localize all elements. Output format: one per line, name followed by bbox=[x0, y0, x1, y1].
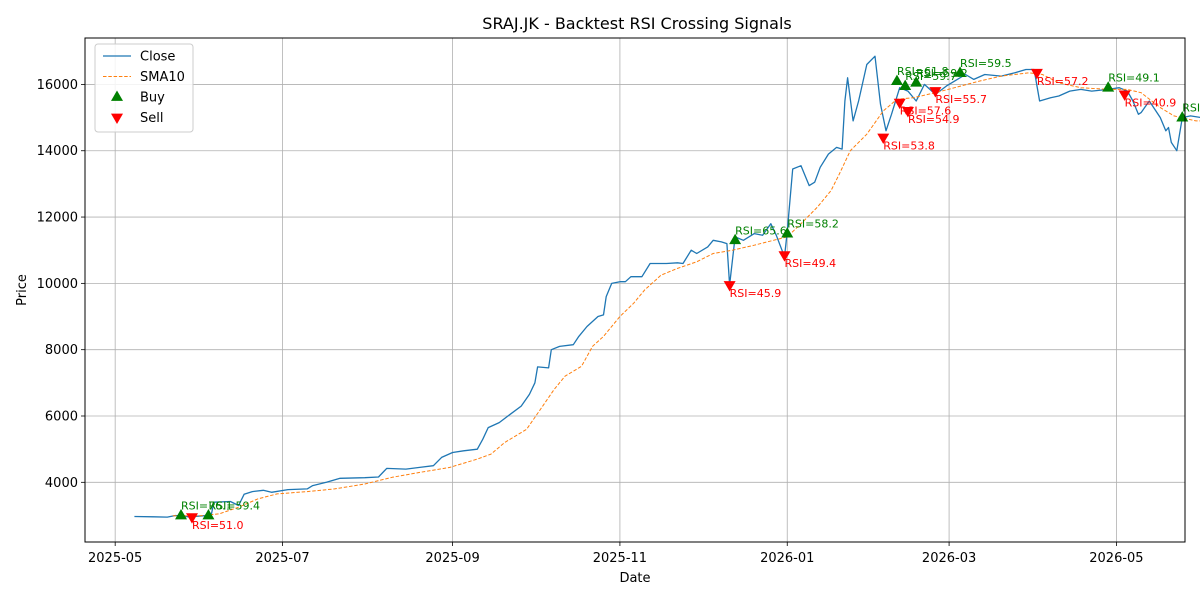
sell-label: RSI=57.2 bbox=[1037, 75, 1089, 88]
sell-marker bbox=[893, 98, 906, 110]
sell-label: RSI=40.9 bbox=[1125, 96, 1177, 109]
sell-label: RSI=54.9 bbox=[908, 113, 960, 126]
sell-label: RSI=55.7 bbox=[935, 93, 987, 106]
plot-frame bbox=[84, 37, 1186, 543]
axes: 2025-05 2025-07 2025-09 2025-11 2026-01 2026-… bbox=[37, 78, 1144, 566]
x-tick-label: 2026-05 bbox=[1089, 551, 1143, 566]
legend-label: Sell bbox=[140, 111, 163, 126]
buy-marker bbox=[954, 66, 967, 77]
sell-marker bbox=[1118, 90, 1131, 101]
x-tick-label: 2025-09 bbox=[425, 551, 479, 566]
y-tick-label: 12000 bbox=[37, 211, 78, 226]
x-tick-label: 2025-05 bbox=[88, 551, 142, 566]
buy-marker bbox=[910, 76, 923, 87]
buy-label: RSI=59.4 bbox=[208, 499, 260, 512]
buy-marker bbox=[899, 79, 912, 90]
sell-marker bbox=[778, 251, 791, 262]
sell-marker bbox=[723, 281, 736, 292]
buy-marker bbox=[1102, 81, 1115, 92]
x-tick-label: 2025-07 bbox=[255, 551, 309, 566]
x-tick-label: 2025-11 bbox=[593, 551, 647, 566]
buy-marker bbox=[890, 74, 903, 86]
sell-label: RSI=45.9 bbox=[730, 287, 782, 300]
x-tick-label: 2026-03 bbox=[922, 551, 976, 566]
legend-label: Close bbox=[140, 50, 175, 65]
y-tick-label: 4000 bbox=[45, 476, 78, 491]
buy-marker bbox=[781, 227, 794, 238]
sell-label: RSI=53.8 bbox=[883, 139, 935, 152]
buy-label: RSI=45.0 bbox=[1182, 102, 1200, 115]
legend: Close SMA10 Buy Sell bbox=[94, 43, 194, 133]
y-tick-label: 10000 bbox=[37, 277, 78, 292]
y-tick-label: 8000 bbox=[45, 343, 78, 358]
legend-label: Buy bbox=[140, 91, 165, 106]
y-axis-title: Price bbox=[15, 274, 30, 306]
buy-label: RSI=49.1 bbox=[1108, 72, 1160, 85]
sell-label: RSI=51.0 bbox=[192, 519, 244, 532]
sell-marker bbox=[185, 513, 198, 524]
buy-marker bbox=[202, 508, 215, 520]
grid bbox=[85, 38, 1185, 542]
x-tick-label: 2026-01 bbox=[760, 551, 814, 566]
x-axis-title: Date bbox=[619, 571, 650, 586]
buy-marker bbox=[175, 508, 188, 520]
legend-sell-swatch bbox=[111, 113, 123, 124]
buy-label: RSI=58.2 bbox=[787, 218, 839, 231]
sell-marker bbox=[877, 133, 890, 144]
y-tick-label: 14000 bbox=[37, 144, 78, 159]
buy-label: RSI=61.8 bbox=[897, 65, 949, 78]
buy-label: RSI=65.6 bbox=[735, 224, 787, 237]
sell-marker bbox=[929, 87, 942, 98]
sell-marker bbox=[1030, 68, 1043, 80]
y-tick-label: 16000 bbox=[37, 78, 78, 93]
legend-box bbox=[94, 43, 194, 133]
sell-marker bbox=[901, 107, 914, 118]
chart-title: SRAJ.JK - Backtest RSI Crossing Signals bbox=[482, 14, 791, 33]
buy-label: RSI=76.1 bbox=[181, 499, 233, 512]
buy-marker bbox=[729, 233, 742, 245]
y-tick-label: 6000 bbox=[45, 410, 78, 425]
legend-buy-swatch bbox=[111, 90, 123, 101]
legend-label: SMA10 bbox=[140, 70, 185, 85]
close-line bbox=[134, 55, 1200, 518]
sell-label: RSI=49.4 bbox=[785, 257, 837, 270]
buy-label: RSI=59.5 bbox=[960, 57, 1012, 70]
